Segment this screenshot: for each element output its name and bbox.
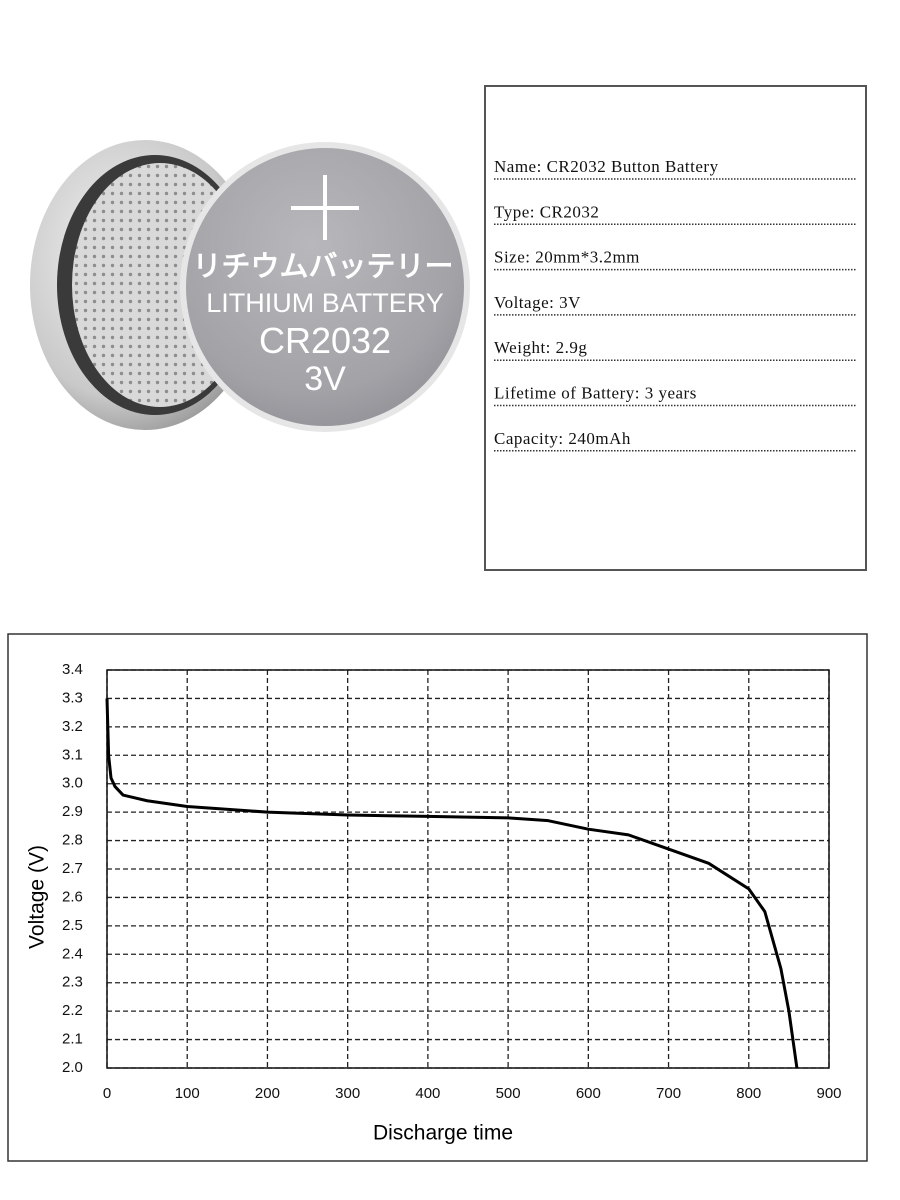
y-tick-label: 3.4 [62,661,83,678]
y-tick-label: 2.7 [62,860,83,877]
x-tick-label: 700 [656,1085,681,1102]
y-tick-label: 2.3 [62,974,83,991]
y-tick-label: 3.3 [62,689,83,706]
spec-item: Voltage: 3V [494,293,581,312]
y-tick-label: 2.5 [62,917,83,934]
y-tick-label: 3.0 [62,775,83,792]
x-tick-label: 300 [335,1085,360,1102]
voltage-text: 3V [304,360,346,398]
x-tick-label: 100 [175,1085,200,1102]
chart: Discharge time Voltage (V) 2.0 2.1 2.2 2.3 2… [26,661,842,1145]
x-axis-label: Discharge time [373,1122,513,1145]
y-tick-label: 3.1 [62,746,83,763]
y-tick-label: 2.0 [62,1059,83,1076]
spec-list: Name: CR2032 Button Battery Type: CR2032 S… [494,157,857,452]
data-line [105,698,799,1069]
spec-item: Name: CR2032 Button Battery [494,157,719,176]
y-tick-label: 2.1 [62,1031,83,1048]
x-tick-label: 900 [816,1085,841,1102]
y-tick-label: 2.6 [62,888,83,905]
x-tick-label: 500 [496,1085,521,1102]
x-tick-label: 200 [255,1085,280,1102]
y-tick-label: 3.2 [62,718,83,735]
spec-item: Size: 20mm*3.2mm [494,248,640,267]
x-tick-label: 400 [415,1085,440,1102]
y-tick-label: 2.8 [62,832,83,849]
battery-type-text: LITHIUM BATTERY [206,288,444,318]
y-tick-label: 2.2 [62,1002,83,1019]
spec-item: Capacity: 240mAh [494,429,631,448]
y-axis-label: Voltage (V) [26,845,49,949]
y-tick-label: 2.9 [62,803,83,820]
spec-item: Type: CR2032 [494,202,599,221]
plot-border [106,669,830,1069]
japanese-text: リチウムバッテリー [192,251,453,283]
model-text: CR2032 [259,320,391,361]
front-coin-face [186,148,464,426]
spec-item: Weight: 2.9g [494,338,587,357]
spec-box [484,85,867,571]
x-tick-label: 600 [576,1085,601,1102]
x-tick-label: 0 [103,1085,111,1102]
battery-image: リチウムバッテリー LITHIUM BATTERY CR2032 3V [30,140,470,432]
spec-item: Lifetime of Battery: 3 years [494,384,697,403]
y-tick-label: 2.4 [62,945,83,962]
x-tick-label: 800 [736,1085,761,1102]
